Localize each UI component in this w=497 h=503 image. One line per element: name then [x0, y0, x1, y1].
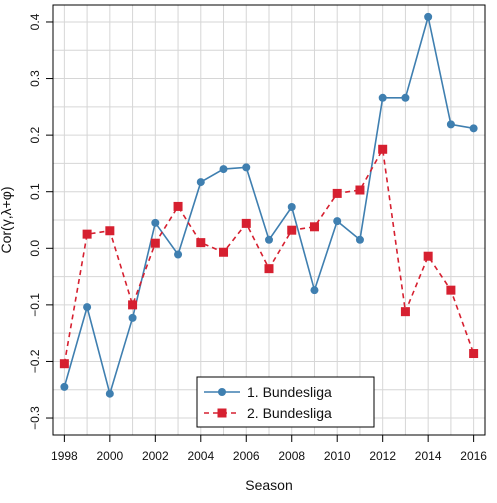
y-tick-label: −0.2 [28, 349, 42, 373]
y-tick-label: 0.3 [28, 70, 42, 87]
data-point [400, 307, 410, 317]
legend-label: 2. Bundesliga [247, 405, 332, 421]
data-point [310, 286, 319, 295]
data-point [287, 225, 297, 235]
data-point [128, 300, 138, 310]
data-point [151, 218, 160, 227]
y-tick-label: −0.1 [28, 293, 42, 317]
x-tick-label: 2008 [278, 449, 305, 463]
data-point [242, 163, 251, 172]
series-layer [59, 12, 479, 398]
data-point [469, 124, 478, 133]
data-point [219, 165, 228, 174]
data-point [424, 12, 433, 21]
data-point [174, 250, 183, 259]
x-tick-label: 2012 [369, 449, 396, 463]
data-point [60, 382, 69, 391]
legend-item: 1. Bundesliga [204, 384, 332, 400]
data-point [196, 238, 206, 248]
y-tick-label: 0.4 [28, 13, 42, 30]
data-point [173, 201, 183, 211]
data-point [446, 120, 455, 129]
x-axis-label: Season [245, 477, 292, 493]
data-point [105, 389, 114, 398]
data-point [128, 313, 137, 322]
data-point [105, 226, 115, 236]
y-tick-label: −0.3 [28, 406, 42, 430]
y-tick-label: 0.2 [28, 126, 42, 143]
data-point [59, 359, 69, 369]
data-point [332, 188, 342, 198]
legend: 1. Bundesliga 2. Bundesliga [196, 376, 375, 428]
axes: 1998 2000 2002 2004 2006 2008 2010 2012 2014 2016… [28, 13, 487, 463]
data-point [196, 178, 205, 187]
y-tick-label: 0.1 [28, 183, 42, 200]
x-tick-label: 2006 [233, 449, 260, 463]
data-point [309, 222, 319, 232]
x-tick-label: 1998 [51, 449, 78, 463]
legend-marker [218, 388, 226, 396]
series-1 [60, 12, 478, 398]
legend-label: 1. Bundesliga [247, 384, 332, 400]
gridlines [53, 5, 485, 435]
x-tick-label: 2010 [324, 449, 351, 463]
x-tick-label: 2002 [142, 449, 169, 463]
data-point [219, 247, 229, 257]
series-2 [59, 144, 479, 369]
y-tick-label: 0.0 [28, 240, 42, 257]
data-point [287, 202, 296, 211]
data-point [355, 185, 365, 195]
data-point [401, 93, 410, 102]
legend-item: 2. Bundesliga [204, 405, 332, 421]
data-point [355, 235, 364, 244]
data-point [264, 264, 274, 274]
data-point [378, 93, 387, 102]
legend-marker [217, 408, 227, 418]
data-point [241, 218, 251, 228]
data-point [469, 349, 479, 359]
data-point [83, 303, 92, 312]
data-point [378, 144, 388, 154]
data-point [82, 229, 92, 239]
x-tick-label: 2014 [415, 449, 442, 463]
data-point [446, 285, 456, 295]
x-tick-label: 2004 [187, 449, 214, 463]
y-axis-label: Cor(γ,λ+φ) [0, 186, 14, 253]
data-point [265, 235, 273, 244]
data-point [333, 217, 342, 226]
x-tick-label: 2000 [96, 449, 123, 463]
x-tick-label: 2016 [460, 449, 487, 463]
plot-frame [52, 4, 486, 436]
data-point [423, 251, 433, 261]
legend-box [196, 376, 375, 428]
data-point [150, 238, 160, 248]
